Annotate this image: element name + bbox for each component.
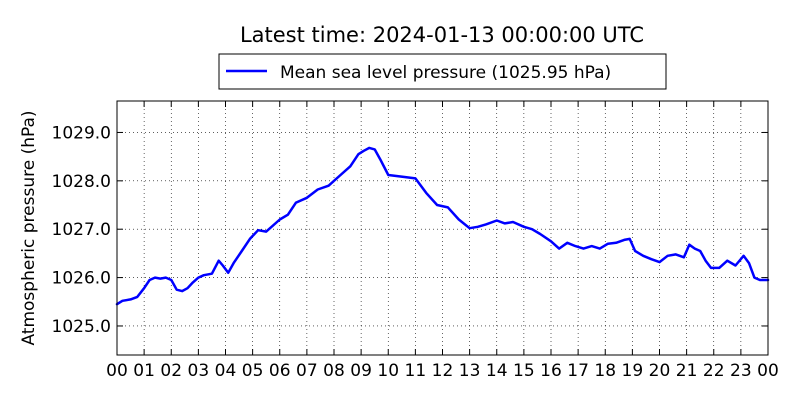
plot-area-frame [116,100,769,356]
x-tick-label: 15 [513,361,535,381]
x-tick-label: 20 [649,361,671,381]
legend: Mean sea level pressure (1025.95 hPa) [218,53,667,90]
x-tick-label: 00 [757,361,779,381]
x-tick-label: 12 [432,361,454,381]
x-tick-label: 04 [215,361,237,381]
legend-box [218,53,667,90]
x-tick-label: 13 [459,361,481,381]
x-tick-label: 08 [323,361,345,381]
x-tick-label: 19 [622,361,644,381]
x-tick-label: 23 [730,361,752,381]
y-tick-label: 1025.0 [52,317,111,337]
x-tick-label: 05 [242,361,264,381]
x-tick-label: 17 [567,361,589,381]
y-tick-label: 1028.0 [52,172,111,192]
x-tick-label: 22 [703,361,725,381]
x-tick-label: 09 [350,361,372,381]
y-tick-label: 1026.0 [52,269,111,289]
series-line-mean-sea-level-pressure [115,146,770,306]
x-tick-label: 21 [676,361,698,381]
y-axis-label: Atmospheric pressure (hPa) [19,110,39,345]
grid [116,101,769,355]
x-tick-label: 14 [486,361,508,381]
x-tick-label: 18 [594,361,616,381]
x-tick-label: 16 [540,361,562,381]
x-tick-label: 01 [133,361,155,381]
x-tick-label: 07 [296,361,318,381]
x-tick-label: 11 [405,361,427,381]
y-tick-label: 1027.0 [52,220,111,240]
y-tick-label: 1029.0 [52,123,111,143]
x-tick-label: 06 [269,361,291,381]
legend-label: Mean sea level pressure (1025.95 hPa) [280,63,611,83]
x-tick-label: 03 [188,361,210,381]
x-tick-label: 10 [377,361,399,381]
series-group [115,146,770,306]
x-tick-label: 02 [160,361,182,381]
x-tick-label: 00 [106,361,128,381]
ticks: 00 01 02 03 04 05 06 07 08 09 10 11 12 13 14 15 16 17 18 19… [52,101,779,381]
chart-title: Latest time: 2024-01-13 00:00:00 UTC [240,23,644,47]
